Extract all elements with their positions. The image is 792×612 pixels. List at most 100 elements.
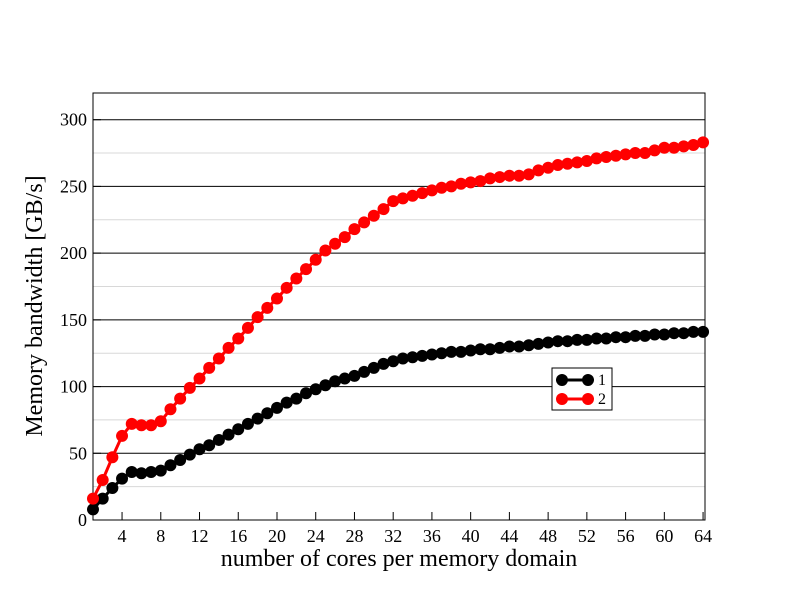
- data-point: [474, 175, 487, 188]
- data-point: [164, 403, 177, 416]
- x-tick-label: 32: [384, 526, 402, 546]
- data-point: [222, 341, 235, 354]
- data-point: [174, 453, 187, 466]
- data-point: [406, 189, 419, 202]
- data-point: [348, 369, 361, 382]
- x-tick-label: 52: [578, 526, 596, 546]
- data-point: [609, 149, 622, 162]
- x-tick-label: 4: [118, 526, 127, 546]
- data-point: [135, 467, 148, 480]
- data-point: [270, 292, 283, 305]
- x-tick-label: 48: [539, 526, 557, 546]
- data-point: [174, 392, 187, 405]
- data-point: [125, 465, 138, 478]
- legend-label: 1: [598, 372, 606, 389]
- data-point: [668, 327, 681, 340]
- data-point: [96, 473, 109, 486]
- data-point: [445, 345, 458, 358]
- data-point: [87, 492, 99, 505]
- data-point: [203, 439, 216, 452]
- data-point: [629, 147, 642, 160]
- x-axis-label: number of cores per memory domain: [221, 546, 578, 572]
- data-point: [454, 177, 467, 190]
- legend-label: 2: [598, 391, 606, 408]
- data-point: [329, 237, 342, 250]
- data-point: [532, 164, 545, 177]
- data-point: [290, 392, 303, 405]
- y-tick-label: 100: [60, 377, 87, 397]
- data-point: [319, 244, 332, 257]
- x-tick-label: 40: [462, 526, 480, 546]
- data-point: [687, 139, 700, 152]
- data-point: [309, 383, 322, 396]
- data-point: [106, 481, 119, 494]
- x-tick-label: 24: [307, 526, 325, 546]
- y-tick-label: 250: [60, 176, 87, 196]
- data-point: [580, 155, 593, 168]
- data-point: [697, 136, 710, 149]
- data-point: [484, 343, 497, 356]
- data-point: [232, 332, 245, 345]
- data-point: [629, 329, 642, 342]
- data-point: [600, 151, 613, 164]
- data-point: [416, 349, 429, 362]
- data-point: [513, 340, 526, 353]
- data-point: [154, 415, 167, 428]
- data-point: [677, 327, 690, 340]
- y-tick-label: 200: [60, 243, 87, 263]
- legend-marker: [556, 374, 568, 386]
- data-point: [396, 192, 409, 205]
- data-point: [377, 203, 390, 216]
- data-point: [445, 180, 458, 193]
- data-point: [116, 429, 129, 442]
- y-tick-label: 0: [78, 510, 87, 530]
- data-point: [513, 169, 526, 182]
- data-point: [116, 472, 129, 485]
- data-point: [493, 341, 506, 354]
- data-point: [270, 401, 283, 414]
- x-tick-label: 36: [423, 526, 441, 546]
- legend-marker: [556, 393, 568, 405]
- data-point: [358, 216, 371, 229]
- y-tick-label: 300: [60, 110, 87, 130]
- data-point: [416, 187, 429, 200]
- data-point: [658, 328, 671, 341]
- data-point: [87, 503, 99, 516]
- y-axis-label: Memory bandwidth [GB/s]: [22, 175, 48, 436]
- data-point: [503, 169, 516, 182]
- x-tick-label: 12: [191, 526, 209, 546]
- data-point: [338, 231, 351, 244]
- data-point: [435, 181, 448, 194]
- data-point: [551, 335, 564, 348]
- data-point: [464, 344, 477, 357]
- data-point: [358, 365, 371, 378]
- data-point: [658, 141, 671, 154]
- data-point: [697, 325, 710, 338]
- data-point: [232, 423, 245, 436]
- data-point: [590, 152, 603, 165]
- data-point: [96, 492, 109, 505]
- data-point: [241, 417, 254, 430]
- data-point: [387, 355, 400, 368]
- data-point: [542, 336, 555, 349]
- data-point: [464, 176, 477, 189]
- data-point: [571, 333, 584, 346]
- x-tick-label: 8: [156, 526, 165, 546]
- data-point: [135, 419, 148, 432]
- data-point: [425, 184, 438, 197]
- x-tick-label: 20: [268, 526, 286, 546]
- data-point: [261, 301, 274, 314]
- data-point: [687, 325, 700, 338]
- data-point: [609, 331, 622, 344]
- legend-marker: [582, 374, 594, 386]
- data-point: [425, 348, 438, 361]
- data-point: [212, 433, 225, 446]
- data-point: [542, 161, 555, 174]
- legend-marker: [582, 393, 594, 405]
- data-point: [474, 343, 487, 356]
- data-point: [309, 253, 322, 266]
- data-point: [183, 448, 196, 461]
- data-point: [338, 372, 351, 385]
- data-point: [551, 159, 564, 172]
